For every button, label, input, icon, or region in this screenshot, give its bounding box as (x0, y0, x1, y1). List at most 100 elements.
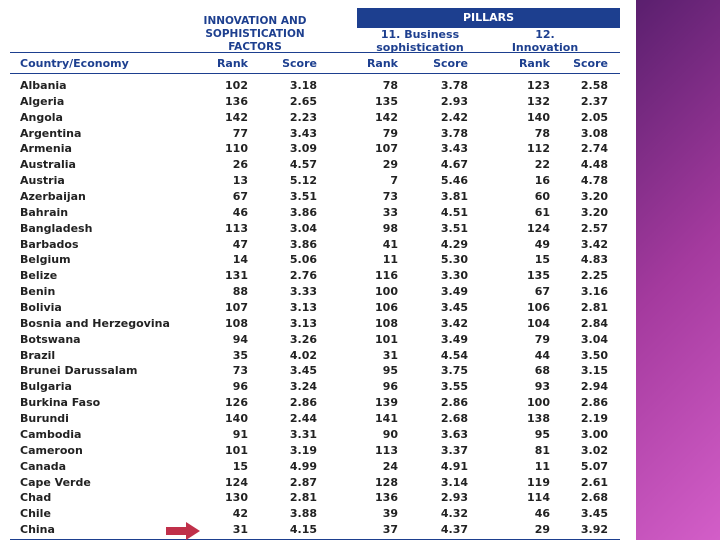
country: Algeria (20, 94, 65, 108)
cell: 4.78 (580, 174, 608, 188)
country: Angola (20, 110, 63, 124)
cell: 106 (527, 301, 550, 315)
cell: 2.84 (580, 316, 608, 330)
cell: 2.05 (580, 110, 608, 124)
cell: 130 (225, 491, 248, 505)
cell: 3.37 (440, 443, 468, 457)
country: Brazil (20, 348, 56, 362)
cell: 142 (375, 110, 398, 124)
cell: 2.93 (440, 491, 468, 505)
country: Armenia (20, 142, 72, 156)
cell: 4.91 (440, 459, 468, 473)
country: Chile (20, 507, 51, 521)
country: Chad (20, 491, 52, 505)
cell: 3.55 (440, 380, 468, 394)
cell: 123 (527, 79, 550, 92)
cell: 3.51 (440, 221, 468, 235)
cell: 101 (225, 443, 248, 457)
cell: 3.16 (580, 285, 608, 299)
cell: 2.94 (580, 380, 608, 394)
cell: 100 (527, 396, 550, 410)
cell: 81 (534, 443, 550, 457)
cell: 2.57 (580, 221, 608, 235)
cell: 2.74 (580, 142, 608, 156)
cell: 5.30 (440, 253, 468, 267)
cell: 4.37 (440, 523, 468, 537)
cell: 98 (382, 221, 398, 235)
rule (10, 73, 620, 74)
cell: 119 (527, 475, 550, 489)
cell: 2.23 (289, 110, 317, 124)
cell: 14 (232, 253, 248, 267)
cell: 3.09 (289, 142, 317, 156)
cell: 2.42 (440, 110, 468, 124)
cell: 135 (375, 94, 398, 108)
cell: 3.81 (440, 190, 468, 204)
column-header: Score (573, 57, 608, 70)
cell: 44 (534, 348, 550, 362)
cell: 4.54 (440, 348, 468, 362)
cell: 4.57 (289, 158, 317, 172)
cell: 108 (375, 316, 398, 330)
cell: 96 (382, 380, 398, 394)
cell: 3.45 (580, 507, 608, 521)
cell: 2.61 (580, 475, 608, 489)
cell: 136 (225, 94, 248, 108)
cell: 3.50 (580, 348, 608, 362)
cell: 67 (534, 285, 550, 299)
cell: 124 (527, 221, 550, 235)
cell: 3.63 (440, 427, 468, 441)
cell: 11 (534, 459, 550, 473)
cell: 61 (534, 205, 550, 219)
cell: 2.76 (289, 269, 317, 283)
cell: 5.06 (289, 253, 317, 267)
cell: 3.51 (289, 190, 317, 204)
cell: 3.86 (289, 205, 317, 219)
cell: 3.24 (289, 380, 317, 394)
cell: 5.46 (440, 174, 468, 188)
cell: 2.19 (580, 412, 608, 426)
pillar-header: 12. Innovation (511, 28, 579, 54)
cell: 3.92 (580, 523, 608, 537)
cell: 3.49 (440, 332, 468, 346)
country: Bangladesh (20, 221, 93, 235)
cell: 140 (527, 110, 550, 124)
cell: 4.51 (440, 205, 468, 219)
cell: 3.26 (289, 332, 317, 346)
cell: 4.32 (440, 507, 468, 521)
cell: 4.02 (289, 348, 317, 362)
column-header: Score (433, 57, 468, 70)
country: Australia (20, 158, 76, 172)
country: Albania (20, 79, 67, 92)
cell: 113 (375, 443, 398, 457)
cell: 93 (534, 380, 550, 394)
cell: 42 (232, 507, 248, 521)
column-header: Score (282, 57, 317, 70)
country: Bolivia (20, 301, 62, 315)
cell: 77 (232, 126, 248, 140)
cell: 79 (382, 126, 398, 140)
cell: 3.15 (580, 364, 608, 378)
cell: 116 (375, 269, 398, 283)
country: Bosnia and Herzegovina (20, 316, 170, 330)
cell: 29 (382, 158, 398, 172)
cell: 7 (390, 174, 398, 188)
cell: 3.13 (289, 316, 317, 330)
cell: 138 (527, 412, 550, 426)
cell: 91 (232, 427, 248, 441)
cell: 11 (382, 253, 398, 267)
cell: 3.02 (580, 443, 608, 457)
cell: 88 (232, 285, 248, 299)
column-header: Rank (366, 57, 398, 70)
cell: 16 (534, 174, 550, 188)
cell: 3.88 (289, 507, 317, 521)
cell: 15 (232, 459, 248, 473)
cell: 3.20 (580, 205, 608, 219)
cell: 79 (534, 332, 550, 346)
cell: 39 (382, 507, 398, 521)
cell: 4.15 (289, 523, 317, 537)
cell: 128 (375, 475, 398, 489)
cell: 60 (534, 190, 550, 204)
pillar-header: 11. Business sophistication (376, 28, 464, 54)
cell: 2.86 (580, 396, 608, 410)
